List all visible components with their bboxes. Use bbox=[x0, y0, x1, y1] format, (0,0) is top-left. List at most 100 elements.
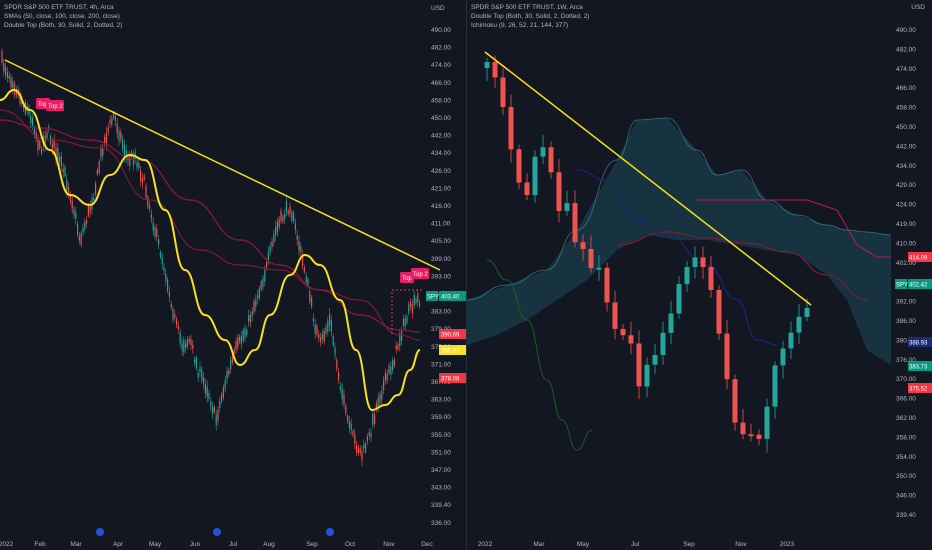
left-price-tag bbox=[439, 373, 466, 383]
left-candle-body bbox=[298, 240, 300, 251]
left-candle-body bbox=[339, 386, 341, 390]
left-candle-body bbox=[413, 294, 415, 306]
left-candle-body bbox=[158, 239, 160, 245]
left-candle-body bbox=[64, 166, 66, 176]
left-x-tick: 2022 bbox=[0, 541, 14, 548]
left-candle-body bbox=[399, 334, 401, 346]
left-candle-body bbox=[361, 451, 363, 461]
left-candle-body bbox=[210, 401, 212, 407]
right-y-tick: 358.00 bbox=[896, 434, 916, 441]
left-candle-body bbox=[417, 293, 419, 303]
right-candle-body bbox=[796, 316, 802, 333]
left-y-tick: 343.00 bbox=[431, 485, 451, 492]
left-candle-body bbox=[55, 148, 57, 160]
earnings-event-icon bbox=[326, 528, 334, 536]
left-y-tick: 339.40 bbox=[431, 502, 451, 509]
left-candle-body bbox=[269, 246, 271, 252]
left-sma50-line bbox=[0, 88, 421, 412]
left-candle-body bbox=[341, 388, 343, 400]
left-candle-body bbox=[212, 406, 214, 414]
right-price-tag-value: 375.52 bbox=[909, 387, 928, 393]
left-candle-body bbox=[213, 406, 215, 412]
left-candle-body bbox=[69, 194, 71, 202]
left-candle-body bbox=[320, 337, 322, 343]
left-candle-body bbox=[204, 383, 206, 393]
left-candle-body bbox=[73, 209, 75, 216]
left-candle-body bbox=[410, 301, 412, 307]
left-y-tick: 442.00 bbox=[431, 133, 451, 140]
right-candle-body bbox=[652, 355, 658, 365]
left-candle-body bbox=[338, 372, 340, 380]
right-x-tick: 2022 bbox=[478, 541, 493, 548]
left-candle-body bbox=[100, 148, 102, 158]
left-y-tick: 371.00 bbox=[431, 361, 451, 368]
right-candle-body bbox=[588, 249, 594, 269]
left-candle-body bbox=[93, 197, 95, 201]
left-candle-body bbox=[71, 200, 73, 209]
left-candle-body bbox=[293, 212, 295, 222]
left-candle-body bbox=[15, 89, 17, 96]
right-candle-body bbox=[644, 364, 650, 387]
left-candle-body bbox=[230, 360, 232, 369]
left-candle-body bbox=[87, 205, 89, 216]
left-y-tick: 421.00 bbox=[431, 185, 451, 192]
left-candle-body bbox=[57, 148, 59, 160]
right-chart-pane[interactable]: SPDR S&P 500 ETF TRUST, 1W, Arca Double … bbox=[466, 0, 932, 550]
left-candle-body bbox=[150, 214, 152, 219]
right-candle-body bbox=[780, 348, 786, 366]
left-x-tick: Jul bbox=[229, 541, 238, 548]
right-candle-body bbox=[716, 290, 722, 334]
left-candle-body bbox=[388, 365, 390, 374]
right-legend-symbol: SPDR S&P 500 ETF TRUST, 1W, Arca bbox=[471, 4, 583, 11]
left-candle-body bbox=[375, 403, 377, 410]
left-candle-body bbox=[273, 233, 275, 243]
left-candle-body bbox=[222, 387, 224, 398]
left-candle-body bbox=[123, 145, 125, 157]
left-candle-body bbox=[280, 210, 282, 222]
right-candle-body bbox=[524, 182, 530, 195]
left-candle-body bbox=[51, 143, 53, 149]
left-candle-body bbox=[226, 371, 228, 380]
left-candle-body bbox=[271, 241, 273, 247]
right-candle-body bbox=[748, 434, 754, 437]
left-candle-body bbox=[260, 281, 262, 290]
left-x-tick: Oct bbox=[345, 541, 355, 548]
left-candle-body bbox=[53, 140, 55, 148]
left-candle-body bbox=[323, 330, 325, 342]
left-candle-body bbox=[386, 373, 388, 381]
left-candle-body bbox=[120, 132, 122, 140]
right-chart-canvas[interactable]: 490.00 482.00 474.00 466.00 458.00 450.00 442.… bbox=[467, 0, 932, 550]
left-candle-body bbox=[19, 92, 21, 104]
left-candle-body bbox=[397, 344, 399, 350]
left-candle-body bbox=[221, 394, 223, 401]
left-candle-body bbox=[275, 226, 277, 236]
left-y-tick: 359.00 bbox=[431, 414, 451, 421]
left-candle-body bbox=[208, 392, 210, 399]
right-y-tick: 482.00 bbox=[896, 46, 916, 53]
left-candle-body bbox=[197, 372, 199, 378]
left-candle-body bbox=[258, 288, 260, 298]
left-candle-body bbox=[179, 333, 181, 344]
right-price-tag-value: 414.09 bbox=[909, 256, 928, 262]
left-legend-double-top: Double Top (Both, 30, Solid, 2, Dotted, … bbox=[4, 22, 123, 29]
left-candle-body bbox=[377, 398, 379, 407]
left-candle-body bbox=[257, 295, 259, 299]
right-y-tick: 354.00 bbox=[896, 454, 916, 461]
left-candle-body bbox=[240, 336, 242, 345]
right-price-tag-value: 388.93 bbox=[909, 341, 928, 347]
left-candle-body bbox=[129, 156, 131, 166]
left-candle-body bbox=[190, 339, 192, 346]
left-y-tick: 426.00 bbox=[431, 168, 451, 175]
left-candle-body bbox=[41, 148, 43, 154]
left-candle-body bbox=[145, 185, 147, 197]
right-y-tick: 346.00 bbox=[896, 493, 916, 500]
left-candle-body bbox=[401, 331, 403, 341]
right-y-tick: 434.00 bbox=[896, 163, 916, 170]
right-candle-body bbox=[668, 313, 674, 333]
left-price-tag-value: 403.40 bbox=[441, 295, 460, 301]
right-candle-body bbox=[756, 434, 762, 439]
left-candle-body bbox=[77, 223, 79, 235]
left-chart-canvas[interactable]: 490.00 482.00 474.00 466.00 458.00 450.00 442.… bbox=[0, 0, 466, 550]
right-candle-body bbox=[628, 335, 634, 344]
left-chart-pane[interactable]: SPDR S&P 500 ETF TRUST, 4h, Arca SMAs (5… bbox=[0, 0, 466, 550]
